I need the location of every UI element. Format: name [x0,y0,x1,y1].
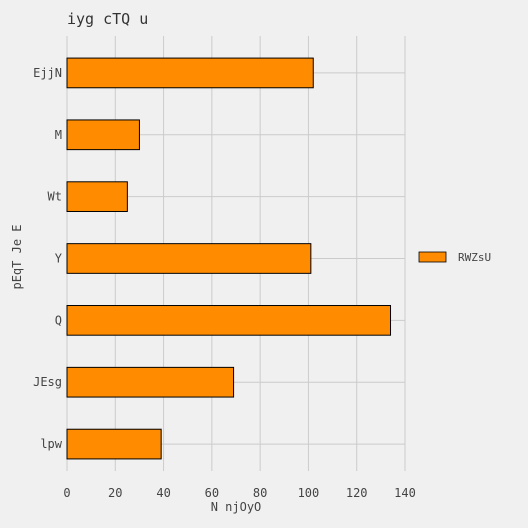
y-tick-label: EjjN [33,66,62,80]
y-tick-label: M [55,128,62,142]
bar [66,57,314,89]
chart-title: iyg cTQ u [67,10,148,28]
y-axis-label: pEqT Je E [10,224,24,289]
bar [66,428,162,460]
bar [66,119,140,151]
bar [66,181,128,212]
legend-label: RWZsU [458,251,491,264]
x-tick-labels: 0 20 40 60 80 100 120 140 [63,486,415,500]
x-tick-label: 0 [63,486,70,500]
x-tick-label: 140 [394,486,416,500]
y-tick-label: Y [55,252,63,266]
x-tick-label: 60 [205,486,219,500]
y-tick-label: JEsg [33,375,62,389]
bar [66,305,392,336]
x-tick-label: 120 [346,486,368,500]
x-tick-label: 100 [298,486,320,500]
x-tick-label: 40 [156,486,170,500]
y-tick-label: lpw [40,437,62,451]
bar [66,366,235,398]
bars [66,57,392,460]
y-tick-label: Wt [48,190,62,204]
y-tick-labels: EjjN M Wt Y Q JEsg lpw [33,66,63,451]
legend: RWZsU [418,251,491,264]
legend-swatch [418,251,447,263]
x-axis-label: N njOyO [211,500,262,514]
y-tick-label: Q [55,313,62,327]
bar [66,243,312,274]
x-tick-label: 80 [253,486,267,500]
x-tick-label: 20 [108,486,122,500]
